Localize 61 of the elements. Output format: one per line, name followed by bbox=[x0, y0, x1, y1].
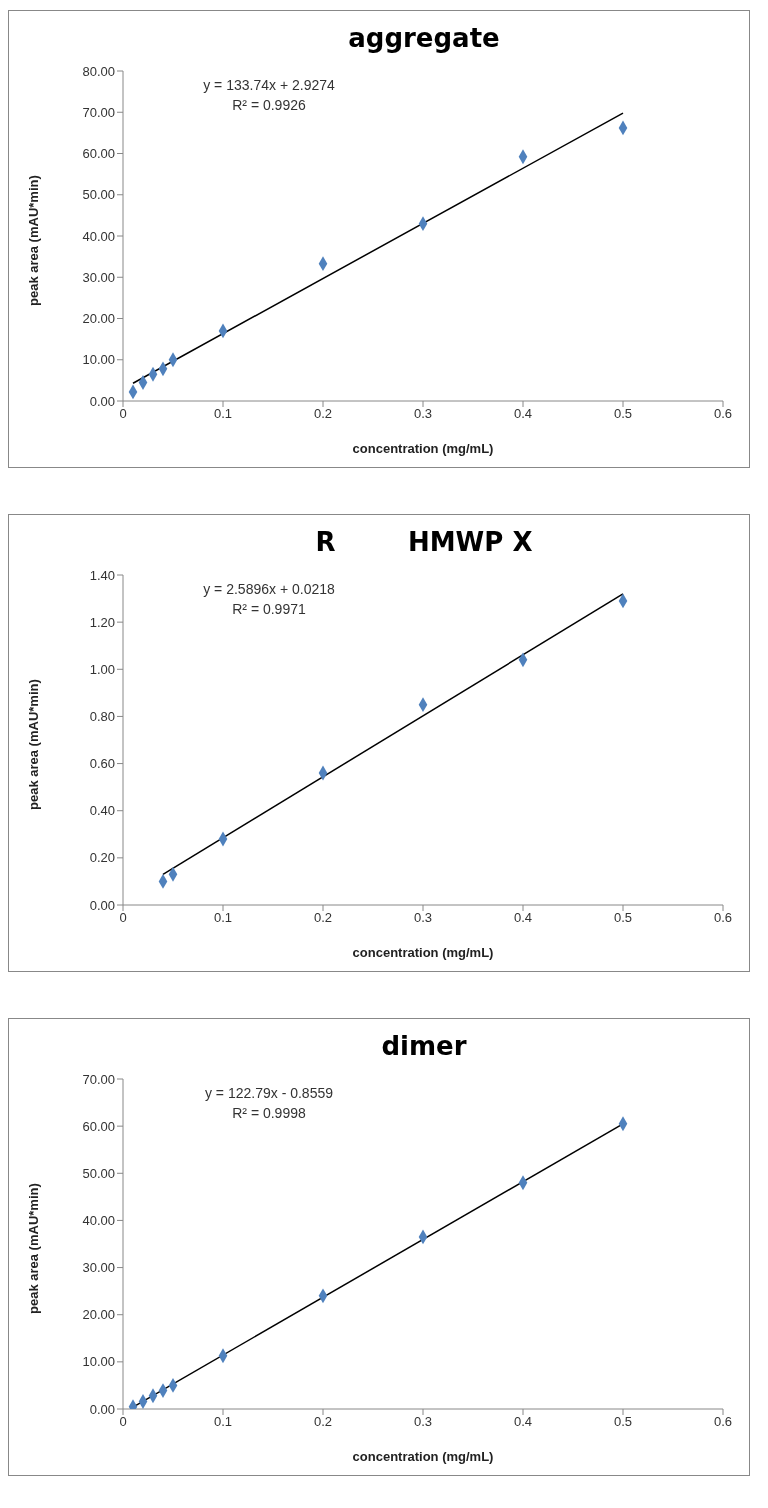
chart-title: R HMWP X bbox=[314, 526, 534, 559]
y-tick-label: 0.40 bbox=[89, 803, 115, 819]
x-tick-label: 0.1 bbox=[213, 910, 233, 926]
y-tick-label: 70.00 bbox=[82, 1071, 115, 1087]
x-tick-label: 0.3 bbox=[413, 406, 433, 422]
y-tick-label: 60.00 bbox=[82, 1118, 115, 1134]
x-tick-label: 0.2 bbox=[313, 406, 333, 422]
x-tick-label: 0.4 bbox=[513, 1414, 533, 1430]
x-axis-title: concentration (mg/mL) bbox=[352, 945, 494, 960]
x-tick-label: 0.6 bbox=[713, 910, 733, 926]
chart-title: dimer bbox=[380, 1030, 468, 1063]
x-tick-label: 0.1 bbox=[213, 406, 233, 422]
y-tick-label: 30.00 bbox=[82, 1260, 115, 1276]
x-tick-label: 0.5 bbox=[613, 406, 633, 422]
y-tick-label: 0.80 bbox=[89, 709, 115, 725]
y-tick-label: 70.00 bbox=[82, 104, 115, 120]
y-axis-title: peak area (mAU*min) bbox=[25, 175, 41, 306]
y-tick-label: 0.00 bbox=[89, 1401, 115, 1417]
x-tick-label: 0.3 bbox=[413, 910, 433, 926]
y-tick-label: 50.00 bbox=[82, 187, 115, 203]
y-tick-label: 50.00 bbox=[82, 1165, 115, 1181]
x-tick-label: 0.5 bbox=[613, 1414, 633, 1430]
annotation: R² = 0.9926 bbox=[231, 96, 307, 115]
x-axis-title: concentration (mg/mL) bbox=[352, 1449, 494, 1464]
x-tick-label: 0.6 bbox=[713, 1414, 733, 1430]
x-tick-label: 0.4 bbox=[513, 910, 533, 926]
x-tick-label: 0.5 bbox=[613, 910, 633, 926]
y-tick-label: 0.00 bbox=[89, 897, 115, 913]
y-tick-label: 20.00 bbox=[82, 311, 115, 327]
y-tick-label: 0.20 bbox=[89, 850, 115, 866]
y-tick-label: 60.00 bbox=[82, 146, 115, 162]
x-tick-label: 0.2 bbox=[313, 1414, 333, 1430]
x-tick-label: 0 bbox=[119, 1414, 127, 1430]
y-axis-title: peak area (mAU*min) bbox=[25, 679, 41, 810]
x-tick-label: 0 bbox=[119, 406, 127, 422]
x-tick-label: 0.3 bbox=[413, 1414, 433, 1430]
annotation: R² = 0.9971 bbox=[231, 600, 307, 619]
y-tick-label: 10.00 bbox=[82, 352, 115, 368]
x-tick-label: 0.1 bbox=[213, 1414, 233, 1430]
y-tick-label: 40.00 bbox=[82, 1213, 115, 1229]
y-tick-label: 80.00 bbox=[82, 63, 115, 79]
annotation: R² = 0.9998 bbox=[231, 1104, 307, 1123]
y-tick-label: 1.20 bbox=[89, 614, 115, 630]
x-tick-label: 0 bbox=[119, 910, 127, 926]
x-tick-label: 0.4 bbox=[513, 406, 533, 422]
y-tick-label: 0.60 bbox=[89, 756, 115, 772]
annotation: y = 133.74x + 2.9274 bbox=[202, 76, 336, 95]
y-tick-label: 0.00 bbox=[89, 393, 115, 409]
annotation: y = 122.79x - 0.8559 bbox=[203, 1084, 334, 1103]
annotation: y = 2.5896x + 0.0218 bbox=[202, 580, 336, 599]
y-tick-label: 1.40 bbox=[89, 567, 115, 583]
chart-title: aggregate bbox=[347, 22, 501, 55]
y-tick-label: 40.00 bbox=[82, 228, 115, 244]
x-tick-label: 0.6 bbox=[713, 406, 733, 422]
y-axis-title: peak area (mAU*min) bbox=[25, 1183, 41, 1314]
y-tick-label: 1.00 bbox=[89, 661, 115, 677]
x-axis-title: concentration (mg/mL) bbox=[352, 441, 494, 456]
y-tick-label: 30.00 bbox=[82, 269, 115, 285]
x-tick-label: 0.2 bbox=[313, 910, 333, 926]
y-tick-label: 10.00 bbox=[82, 1354, 115, 1370]
y-tick-label: 20.00 bbox=[82, 1307, 115, 1323]
